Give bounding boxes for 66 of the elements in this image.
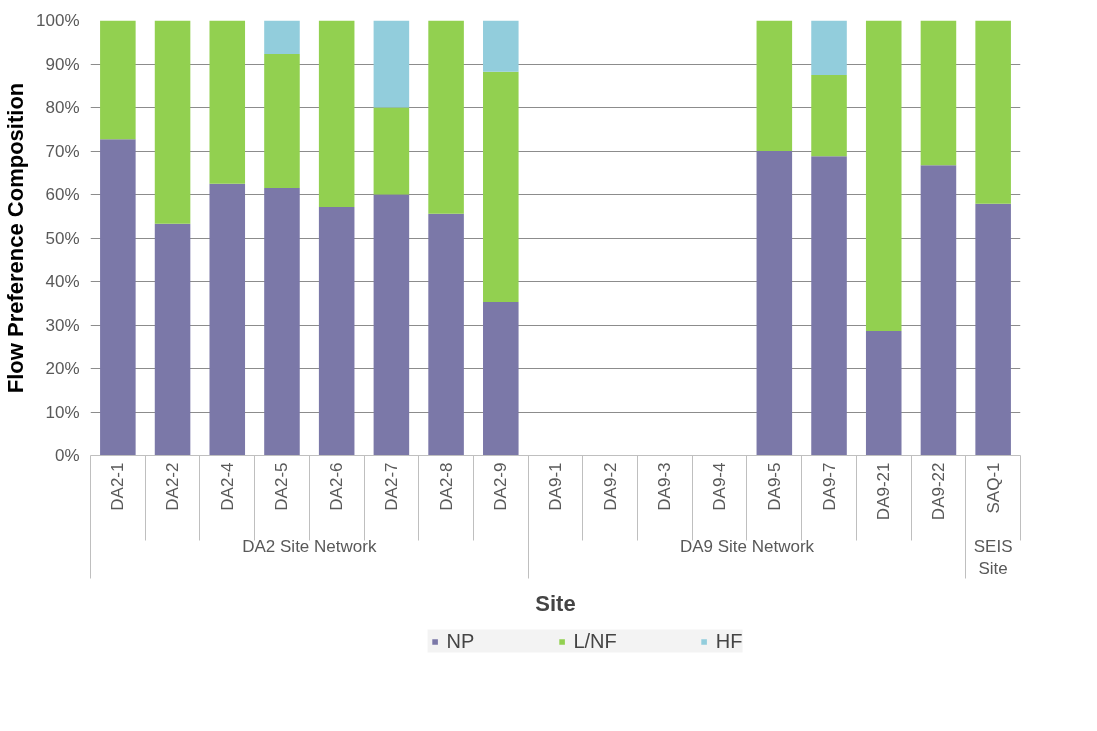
bar	[756, 20, 793, 151]
x-tick-label: DA2-1	[108, 462, 128, 511]
x-tick-label: DA9-3	[655, 462, 675, 511]
x-tick-label: DA2-9	[491, 462, 511, 511]
bar	[264, 20, 300, 54]
x-tick-label: DA2-2	[163, 462, 183, 511]
bar	[373, 194, 410, 456]
y-tick-label: 0%	[54, 446, 80, 465]
bar	[428, 20, 464, 214]
x-tick-label: DA2-6	[327, 462, 347, 511]
bar	[209, 183, 246, 456]
y-tick-label: 10%	[45, 402, 80, 422]
bar	[209, 20, 246, 184]
bar	[865, 331, 902, 456]
y-tick-label: 30%	[45, 315, 80, 335]
bar	[264, 53, 300, 188]
bar	[154, 20, 191, 224]
bar	[975, 203, 1011, 456]
x-tick-label: DA2-8	[436, 462, 456, 511]
legend-label: HF	[715, 629, 743, 653]
bar	[264, 187, 300, 456]
legend-label: NP	[446, 629, 475, 653]
x-tick-label: DA9-21	[874, 462, 894, 521]
bar	[373, 20, 410, 108]
text: SEIS Site	[973, 536, 1013, 579]
x-tick-label: DA2-5	[272, 462, 292, 511]
x-tick-label: DA9-22	[928, 462, 948, 521]
y-tick-label: 60%	[45, 185, 80, 204]
y-tick-label: 70%	[45, 141, 80, 161]
x-tick-label: DA9-2	[600, 462, 620, 511]
bar	[373, 107, 410, 195]
y-tick-label: 20%	[45, 359, 80, 378]
y-tick-label: 40%	[45, 272, 80, 291]
bar	[920, 20, 957, 166]
bar	[920, 165, 957, 456]
x-tick-label: DA2-4	[217, 462, 237, 511]
bar	[483, 20, 519, 72]
x-tick-label: DA9-1	[546, 462, 565, 511]
bar	[100, 139, 136, 456]
x-tick-label: DA2-7	[381, 462, 401, 511]
bar	[483, 71, 519, 302]
bar	[100, 20, 136, 140]
bar	[483, 301, 519, 456]
y-tick-label: 80%	[45, 98, 80, 117]
y-tick-label: 100%	[36, 11, 80, 30]
bar	[318, 20, 355, 208]
bar	[975, 20, 1011, 204]
x-tick-label: DA9-7	[819, 462, 839, 511]
x-tick-label: DA9-5	[764, 462, 784, 511]
y-tick-label: 90%	[45, 54, 80, 74]
y-tick-label: 50%	[45, 228, 80, 248]
bar	[811, 156, 847, 456]
text: DA9 Site Network	[679, 536, 815, 556]
x-axis-title: Site	[535, 591, 576, 617]
bar	[811, 20, 847, 75]
x-tick-label: SAQ-1	[983, 462, 1003, 514]
y-axis-title: Flow Preference Composition	[3, 82, 29, 394]
text: DA2 Site Network	[242, 536, 377, 556]
legend-label: L/NF	[573, 629, 617, 653]
x-tick-label: DA9-4	[710, 462, 730, 511]
bar	[756, 151, 793, 456]
bar	[318, 207, 355, 456]
bar	[428, 213, 464, 456]
bar	[811, 74, 847, 157]
bar	[865, 20, 902, 332]
bar	[154, 223, 191, 456]
